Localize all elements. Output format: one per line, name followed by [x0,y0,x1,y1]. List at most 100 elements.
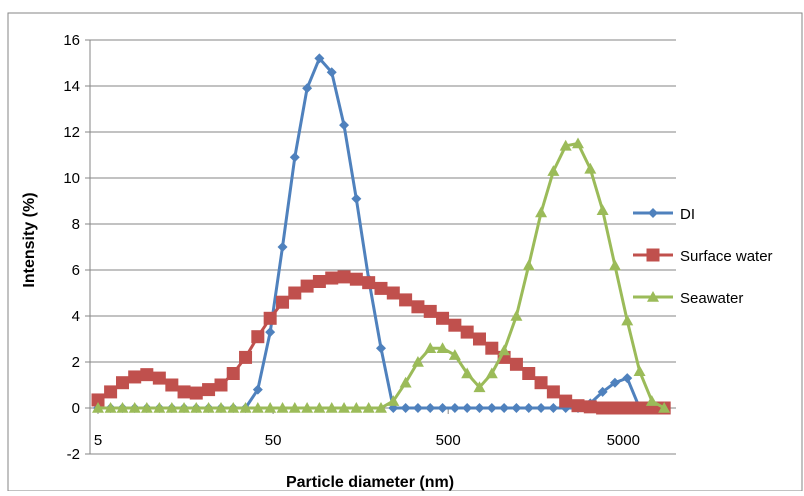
data-point-surface-water [620,401,634,415]
data-point-di [499,403,510,413]
legend: DI Surface water Seawater [633,206,773,307]
data-point-surface-water [546,385,560,399]
data-point-surface-water [177,385,191,399]
data-point-di [412,403,423,413]
x-tick-label: 500 [436,432,461,449]
y-tick-label: 4 [72,308,80,325]
data-point-surface-water [608,401,622,415]
data-point-seawater [559,139,572,151]
data-point-di [289,152,300,163]
data-point-surface-water [534,376,548,390]
y-tick-label: -2 [67,446,80,463]
data-point-seawater [276,402,289,413]
data-point-surface-water [559,394,573,408]
data-point-seawater [116,402,129,413]
legend-label-seawater: Seawater [680,290,743,307]
data-point-seawater [436,342,449,353]
data-point-seawater [633,365,646,376]
data-point-di [277,242,288,252]
data-point-seawater [399,376,412,388]
data-point-surface-water [399,293,413,307]
data-point-seawater [202,402,215,413]
data-point-seawater [288,402,301,413]
data-point-surface-water [202,383,216,397]
x-tick-label: 5 [94,432,102,449]
data-point-di [622,373,633,384]
legend-label-surface-water: Surface water [680,248,773,265]
grid-lines [90,39,676,455]
x-axis-label: Particle diameter (nm) [286,474,454,491]
legend-item-di: DI [633,206,695,223]
data-point-seawater [239,402,252,413]
data-point-seawater [325,402,338,413]
data-point-di [548,403,559,413]
data-point-surface-water [386,286,400,300]
y-tick-label: 10 [63,170,80,187]
data-point-di [609,377,620,388]
data-point-di [252,384,263,395]
data-point-seawater [448,349,461,360]
data-point-surface-water [460,325,474,339]
data-point-seawater [485,367,498,379]
data-point-seawater [153,402,166,413]
data-point-surface-water [214,378,228,392]
data-point-seawater [473,381,486,393]
data-point-surface-water [472,332,486,346]
data-point-seawater [301,402,314,413]
data-point-di [339,120,350,131]
data-point-surface-water [140,368,154,382]
data-point-surface-water [411,300,425,314]
y-tick-label: 6 [72,262,80,279]
data-point-surface-water [522,367,536,380]
data-point-seawater [165,402,178,413]
data-point-seawater [362,402,375,413]
data-point-di [351,193,362,204]
data-point-seawater [178,402,191,413]
data-point-surface-water [104,385,118,399]
data-point-di [326,67,337,78]
data-point-surface-water [91,393,105,407]
axes: -2 0 2 4 6 8 10 12 14 16 5 50 500 5000 [63,32,676,463]
data-point-seawater [374,402,387,413]
data-point-surface-water [288,286,302,300]
data-point-surface-water [226,367,240,380]
data-point-seawater [411,356,424,367]
data-point-seawater [215,402,228,413]
data-point-seawater [584,162,597,174]
data-point-surface-water [633,401,647,415]
data-point-surface-water [128,370,142,384]
data-point-seawater [658,402,671,413]
data-point-di [486,403,497,413]
data-point-di [425,403,436,413]
data-point-seawater [571,137,584,149]
data-point-seawater [461,367,474,379]
data-point-seawater [227,402,240,413]
data-point-surface-water [349,272,363,286]
series-surface-water [91,270,671,415]
y-axis-label: Intensity (%) [21,192,38,287]
y-tick-label: 14 [63,78,80,95]
data-point-di [302,83,313,94]
data-point-surface-water [116,376,130,390]
data-point-di [511,403,522,413]
data-point-seawater [190,402,203,413]
data-point-surface-water [509,357,523,371]
data-point-seawater [535,206,548,218]
legend-item-seawater: Seawater [633,290,743,307]
data-point-surface-water [596,401,610,415]
data-point-di [523,403,534,413]
data-point-seawater [547,165,560,176]
data-point-di [597,386,608,397]
data-point-surface-water [276,295,290,309]
data-point-surface-water [485,341,499,355]
data-point-seawater [608,259,621,271]
data-point-di [474,403,485,413]
data-point-seawater [424,342,437,353]
data-point-surface-water [165,378,179,392]
data-point-seawater [621,314,634,326]
y-tick-label: 12 [63,124,80,141]
data-point-surface-water [583,400,597,414]
data-point-seawater [104,402,117,413]
